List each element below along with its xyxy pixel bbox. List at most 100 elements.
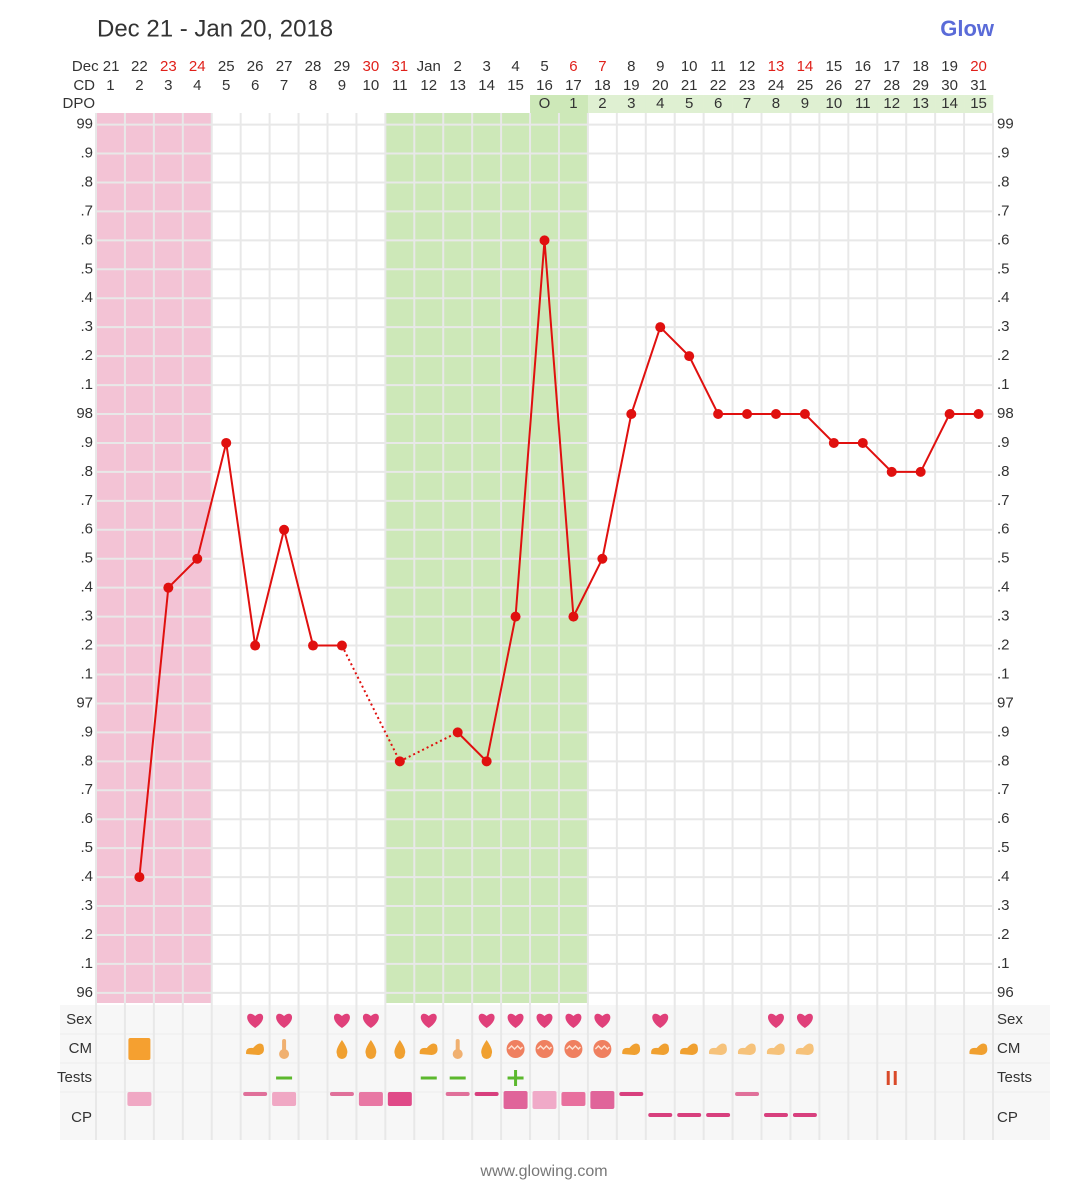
y-tick-label-right: .1: [997, 955, 1010, 972]
date-label: 23: [160, 58, 177, 75]
y-tick-label-right: .7: [997, 781, 1010, 798]
date-label: 2: [454, 58, 462, 75]
test-icon-part: [886, 1071, 890, 1085]
cp-mark: [706, 1113, 731, 1117]
dpo-label: 13: [912, 95, 929, 112]
y-tick-label: .4: [80, 289, 93, 306]
cd-label: 29: [912, 77, 929, 94]
temperature-point: [886, 466, 897, 477]
gap-connector: [399, 731, 459, 763]
test-icon: [507, 1070, 524, 1086]
sex-heart: [276, 1013, 293, 1028]
cp-mark: [387, 1092, 412, 1106]
sex-heart: [478, 1013, 495, 1028]
cd-label: 6: [251, 77, 259, 94]
dpo-cell: [587, 95, 618, 113]
cm-icon-part: [508, 1044, 524, 1051]
y-tick-label-right: 99: [997, 116, 1014, 133]
sex-heart: [362, 1013, 379, 1028]
row-label-right: CP: [997, 1109, 1018, 1126]
cm-icon-part: [565, 1044, 581, 1051]
date-label: 30: [363, 58, 380, 75]
temperature-point: [568, 611, 579, 622]
y-tick-label: .9: [80, 434, 93, 451]
cd-label: 12: [420, 77, 437, 94]
y-tick-label: .5: [80, 550, 93, 567]
y-tick-label: .3: [80, 608, 93, 625]
temperature-point: [799, 409, 810, 420]
date-label: 20: [970, 58, 987, 75]
sex-heart: [507, 1013, 524, 1028]
y-tick-label-right: .4: [997, 579, 1010, 596]
temperature-point: [539, 235, 550, 246]
date-label: Jan: [417, 58, 441, 75]
cd-label: 24: [768, 77, 785, 94]
y-tick-label: .4: [80, 579, 93, 596]
cp-mark: [358, 1092, 383, 1106]
cm-icon: [279, 1039, 290, 1059]
cd-label: 10: [363, 77, 380, 94]
cd-label: 1: [106, 77, 114, 94]
row-label-right: Tests: [997, 1069, 1032, 1086]
sex-heart: [594, 1013, 611, 1028]
y-tick-label-right: .7: [997, 202, 1010, 219]
y-tick-label-right: .9: [997, 723, 1010, 740]
cp-mark: [561, 1092, 586, 1106]
y-tick-label-right: .3: [997, 608, 1010, 625]
y-tick-label: .1: [80, 665, 93, 682]
cm-icon-part: [536, 1044, 553, 1051]
date-label: 15: [826, 58, 843, 75]
date-label: 16: [854, 58, 871, 75]
dpo-label: 12: [883, 95, 900, 112]
dpo-row-label: DPO: [62, 95, 95, 112]
dpo-cell: [732, 95, 762, 113]
date-label: 31: [391, 58, 408, 75]
date-label: 22: [131, 58, 148, 75]
test-icon: [449, 1076, 466, 1080]
cd-label: 22: [710, 77, 727, 94]
cd-label: 16: [536, 77, 553, 94]
cm-icon: [452, 1039, 463, 1059]
temperature-point: [336, 640, 347, 651]
y-tick-label: .2: [80, 926, 93, 943]
row-label-right: CM: [997, 1040, 1020, 1057]
y-tick-label-right: .5: [997, 260, 1010, 277]
y-tick-label: .8: [80, 173, 93, 190]
footer[interactable]: www.glowing.com: [479, 1163, 607, 1180]
y-tick-label-right: 98: [997, 405, 1014, 422]
y-tick-label-right: .3: [997, 318, 1010, 335]
y-tick-label-right: .2: [997, 637, 1010, 654]
date-label: 9: [656, 58, 664, 75]
dpo-cell: [819, 95, 849, 113]
temperature-point: [973, 409, 984, 420]
date-label: 14: [797, 58, 814, 75]
y-tick-label-right: .6: [997, 810, 1010, 827]
dpo-cell: [530, 95, 560, 113]
date-label: 8: [627, 58, 635, 75]
y-tick-label-right: .8: [997, 463, 1010, 480]
dpo-label: 2: [598, 95, 606, 112]
dpo-label: 4: [656, 95, 664, 112]
dpo-cell: [616, 95, 647, 113]
brand-logo[interactable]: Glow: [940, 16, 995, 41]
date-label: 13: [768, 58, 785, 75]
y-tick-label: .3: [80, 897, 93, 914]
cm-icon: [737, 1043, 756, 1055]
cm-icon: [419, 1043, 438, 1055]
cd-label: 13: [449, 77, 466, 94]
y-tick-label: .5: [80, 260, 93, 277]
cp-mark: [735, 1092, 760, 1096]
y-tick-label: .9: [80, 723, 93, 740]
y-tick-label-right: 97: [997, 694, 1014, 711]
cm-icon: [535, 1040, 554, 1058]
cd-label: 3: [164, 77, 172, 94]
date-label: 3: [482, 58, 490, 75]
cm-icon-part: [452, 1049, 463, 1059]
dpo-cell: [848, 95, 878, 113]
cd-label: 15: [507, 77, 524, 94]
y-tick-label: 97: [76, 694, 93, 711]
cd-label: 9: [338, 77, 346, 94]
temperature-point: [163, 582, 174, 593]
test-icon: [276, 1076, 293, 1080]
